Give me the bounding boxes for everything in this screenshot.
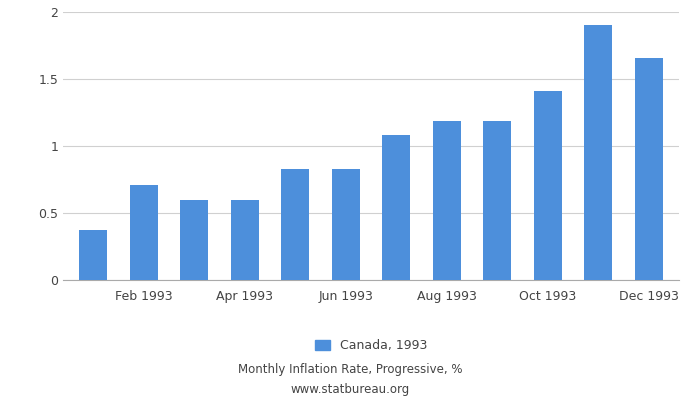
Bar [332, 169, 360, 280]
Bar [79, 230, 107, 280]
Bar [231, 200, 259, 280]
Bar [130, 185, 158, 280]
Bar [635, 58, 663, 280]
Text: www.statbureau.org: www.statbureau.org [290, 384, 410, 396]
Bar [281, 169, 309, 280]
Legend: Canada, 1993: Canada, 1993 [310, 334, 432, 358]
Bar [382, 135, 410, 280]
Bar [433, 120, 461, 280]
Bar [483, 120, 511, 280]
Text: Monthly Inflation Rate, Progressive, %: Monthly Inflation Rate, Progressive, % [238, 364, 462, 376]
Bar [534, 91, 561, 280]
Bar [584, 25, 612, 280]
Bar [181, 200, 208, 280]
